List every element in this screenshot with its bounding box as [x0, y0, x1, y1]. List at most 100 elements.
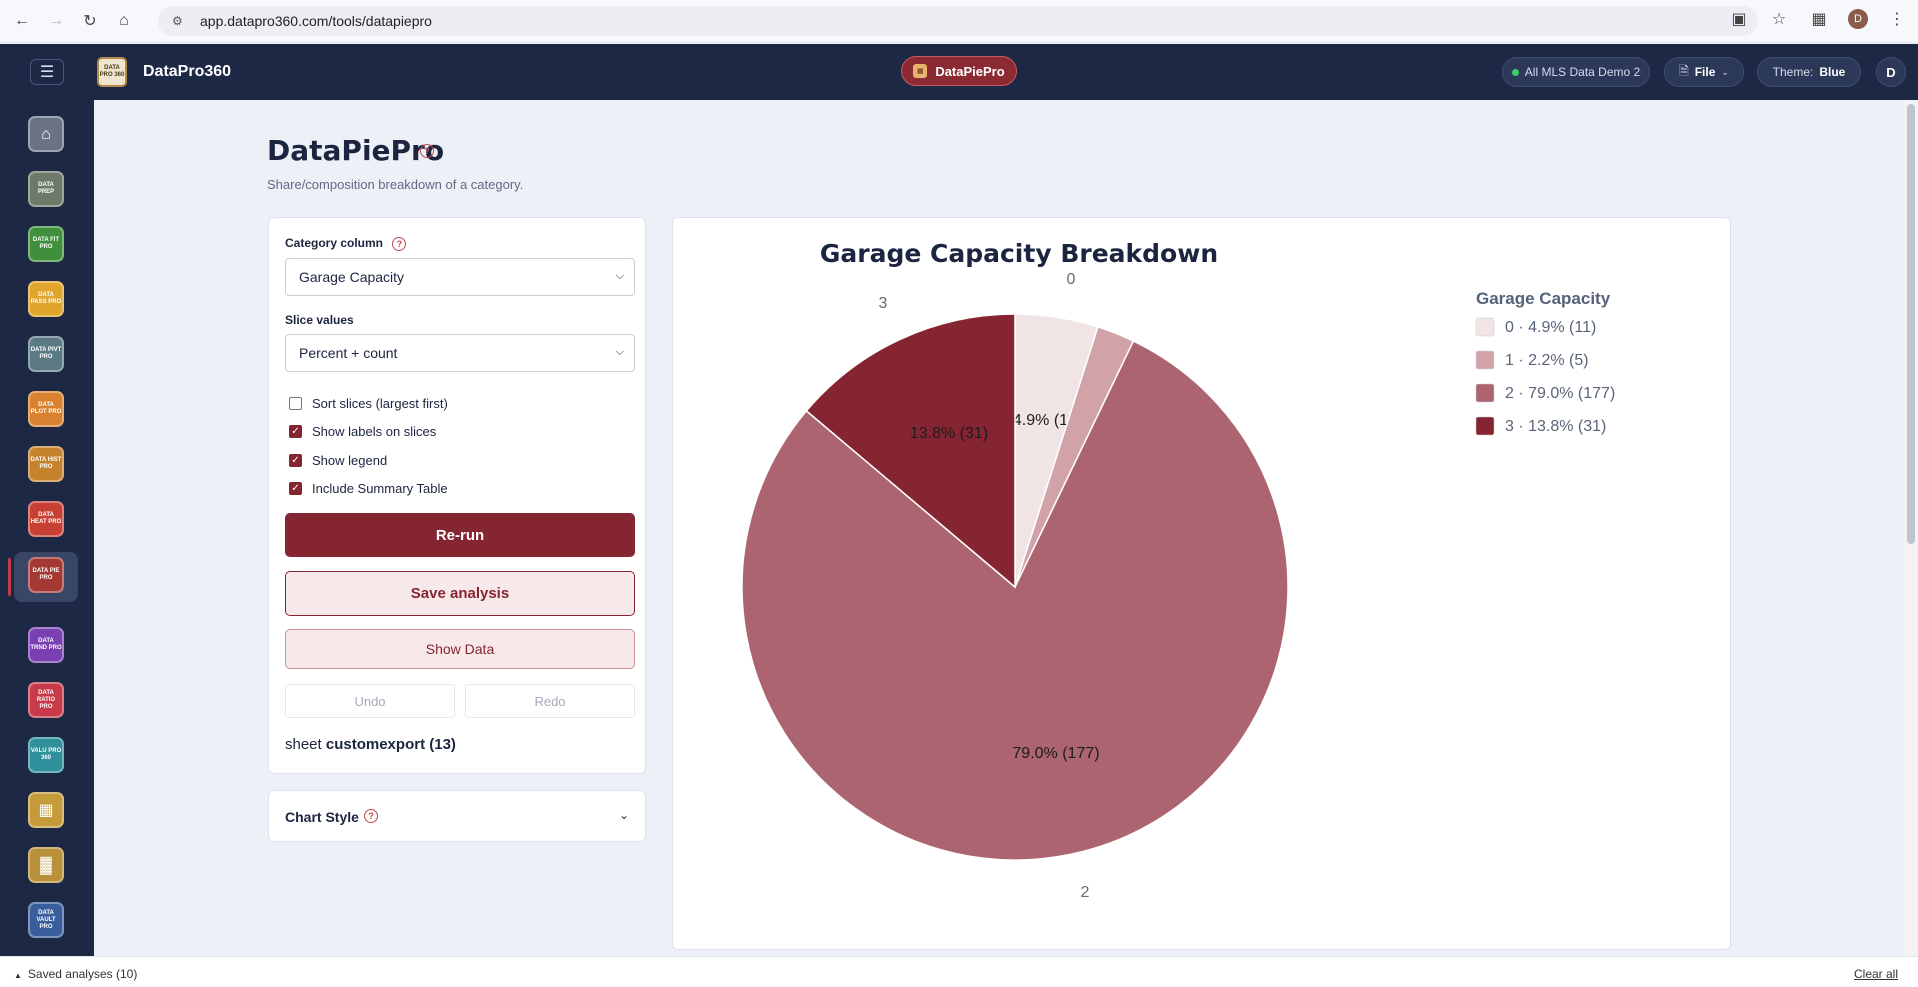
- forward-icon[interactable]: →: [48, 12, 64, 29]
- sidebar-item-datafitpro[interactable]: DATA FIT PRO: [28, 226, 64, 262]
- legend-item-0[interactable]: 0 · 4.9% (11): [1475, 317, 1596, 337]
- redo-button[interactable]: Redo: [465, 684, 635, 718]
- legend-swatch: [1475, 350, 1495, 370]
- controls-panel: Category column ? Garage Capacity ⌵ Slic…: [268, 217, 646, 774]
- checkbox-label: Show labels on slices: [312, 424, 437, 439]
- legend-label: 3 · 13.8% (31): [1505, 418, 1606, 435]
- chart-style-title: Chart Style: [285, 809, 359, 825]
- file-menu-button[interactable]: 🗎 File ⌄: [1664, 57, 1744, 87]
- checkbox-row[interactable]: Sort slices (largest first): [289, 396, 448, 411]
- install-app-icon[interactable]: ▣: [1731, 11, 1747, 28]
- slice-category-label: 2: [1081, 884, 1090, 901]
- saved-analyses-toggle[interactable]: ▲ Saved analyses (10): [14, 967, 138, 981]
- sidebar-item-report-tool[interactable]: ▓: [28, 847, 64, 883]
- scrollbar-thumb[interactable]: [1907, 104, 1915, 544]
- checkbox-unchecked[interactable]: [289, 397, 302, 410]
- save-analysis-button[interactable]: Save analysis: [285, 571, 635, 616]
- pie-slice-2[interactable]: [741, 340, 1289, 861]
- browser-menu-icon[interactable]: ⋮: [1889, 11, 1905, 28]
- category-column-value: Garage Capacity: [299, 269, 405, 285]
- sidebar-item-datapivtpro[interactable]: DATA PIVT PRO: [28, 336, 64, 372]
- sheet-prefix: sheet: [285, 736, 322, 753]
- home-icon[interactable]: ⌂: [119, 12, 129, 29]
- sidebar-item-dataratiopro[interactable]: DATA RATIO PRO: [28, 682, 64, 718]
- chart-title: Garage Capacity Breakdown: [820, 239, 1218, 268]
- legend-label: 1 · 2.2% (5): [1505, 352, 1589, 369]
- sidebar-item-dataplotpro[interactable]: DATA PLOT PRO: [28, 391, 64, 427]
- site-info-icon[interactable]: ⚙: [172, 14, 183, 28]
- dataset-chip[interactable]: All MLS Data Demo 2: [1502, 57, 1650, 87]
- checkbox-label: Show legend: [312, 453, 388, 468]
- brand-name: DataPro360: [143, 63, 232, 80]
- slice-values-label: Slice values: [285, 313, 354, 327]
- legend-item-2[interactable]: 2 · 79.0% (177): [1475, 383, 1615, 403]
- pie-slice-3[interactable]: [805, 313, 1016, 589]
- reload-icon[interactable]: ↻: [83, 13, 97, 30]
- slice-values-select[interactable]: Percent + count ⌵: [285, 334, 635, 372]
- footer-bar: ▲ Saved analyses (10) Clear all: [0, 956, 1918, 987]
- address-bar[interactable]: ⚙ app.datapro360.com/tools/datapiepro: [158, 6, 1758, 36]
- current-tool-label: DataPiePro: [935, 63, 1005, 79]
- pie-chart: Garage Capacity Breakdown 0 4.9% (11) 2 79.0…: [741, 239, 1615, 901]
- chart-style-accordion[interactable]: Chart Style ? ⌄: [268, 790, 646, 842]
- browser-profile-avatar[interactable]: D: [1848, 9, 1868, 29]
- sidebar-item-datahistpro[interactable]: DATA HIST PRO: [28, 446, 64, 482]
- current-tool-pill[interactable]: ▦ DataPiePro: [901, 56, 1017, 86]
- sidebar-item-datapiepro[interactable]: DATA PIE PRO: [28, 557, 64, 593]
- sidebar-item-datatrndpro[interactable]: DATA TRND PRO: [28, 627, 64, 663]
- slice-category-label: 0: [1067, 271, 1076, 288]
- category-column-label: Category column ?: [285, 236, 407, 251]
- chevron-down-icon: ⌵: [615, 346, 624, 358]
- url-text: app.datapro360.com/tools/datapiepro: [200, 13, 432, 29]
- chevron-down-icon: ⌄: [1721, 66, 1729, 77]
- slice-value-label: 13.8% (31): [910, 425, 988, 442]
- title-help-icon[interactable]: ?: [420, 144, 434, 158]
- extensions-icon[interactable]: ▦: [1811, 11, 1827, 28]
- sidebar-item-home[interactable]: ⌂: [28, 116, 64, 152]
- chevron-down-icon: ⌵: [615, 270, 624, 282]
- checkbox-row[interactable]: ✓ Show legend: [289, 453, 387, 468]
- browser-toolbar: ← → ↻ ⌂ ⚙ app.datapro360.com/tools/datap…: [0, 0, 1918, 43]
- category-help-icon[interactable]: ?: [392, 236, 407, 251]
- app-header: ☰ DATA PRO 360 DataPro360 ▦ DataPiePro A…: [0, 44, 1918, 100]
- bookmark-star-icon[interactable]: ☆: [1771, 11, 1787, 28]
- legend-item-3[interactable]: 3 · 13.8% (31): [1475, 416, 1606, 436]
- slice-value-label: 4.9% (11): [1013, 412, 1081, 429]
- checkbox-checked[interactable]: ✓: [289, 425, 302, 438]
- sidebar-item-datapasspro[interactable]: DATA PASS PRO: [28, 281, 64, 317]
- theme-button[interactable]: Theme: Blue: [1757, 57, 1861, 87]
- legend-swatch: [1475, 416, 1495, 436]
- chart-style-help-icon[interactable]: ?: [364, 809, 378, 823]
- sidebar-active-indicator: [8, 558, 11, 596]
- slice-values-value: Percent + count: [299, 345, 398, 361]
- sidebar-item-valupro360[interactable]: VALU PRO 360: [28, 737, 64, 773]
- hamburger-menu-icon[interactable]: ☰: [30, 59, 64, 85]
- legend-swatch: [1475, 383, 1495, 403]
- rerun-button[interactable]: Re-run: [285, 513, 635, 557]
- tool-mini-icon: ▦: [913, 64, 928, 78]
- sidebar-item-datavaultpro[interactable]: DATA VAULT PRO: [28, 902, 64, 938]
- caret-up-icon: ▲: [14, 971, 22, 980]
- legend-item-1[interactable]: 1 · 2.2% (5): [1475, 350, 1589, 370]
- checkbox-checked[interactable]: ✓: [289, 482, 302, 495]
- file-icon: 🗎: [1679, 63, 1689, 78]
- category-column-select[interactable]: Garage Capacity ⌵: [285, 258, 635, 296]
- page-subtitle: Share/composition breakdown of a categor…: [267, 177, 524, 192]
- sidebar-item-grid-tool[interactable]: ▦: [28, 792, 64, 828]
- dataset-label: All MLS Data Demo 2: [1524, 65, 1641, 79]
- slice-value-label: 79.0% (177): [1012, 745, 1099, 762]
- show-data-button[interactable]: Show Data: [285, 629, 635, 669]
- sidebar-item-dataheatpro[interactable]: DATA HEAT PRO: [28, 501, 64, 537]
- sidebar-item-dataprep[interactable]: DATA PREP: [28, 171, 64, 207]
- checkbox-checked[interactable]: ✓: [289, 454, 302, 467]
- clear-all-link[interactable]: Clear all: [1853, 967, 1898, 981]
- chart-panel: Garage Capacity Breakdown 0 4.9% (11) 2 79.0…: [672, 217, 1731, 950]
- checkbox-row[interactable]: ✓ Include Summary Table: [289, 481, 448, 496]
- undo-button[interactable]: Undo: [285, 684, 455, 718]
- sheet-indicator: sheet customexport (13): [285, 736, 456, 753]
- theme-value: Blue: [1819, 65, 1846, 79]
- back-icon[interactable]: ←: [14, 12, 30, 29]
- user-avatar[interactable]: D: [1876, 57, 1906, 87]
- checkbox-row[interactable]: ✓ Show labels on slices: [289, 424, 436, 439]
- brand-logo[interactable]: DATA PRO 360: [97, 57, 127, 87]
